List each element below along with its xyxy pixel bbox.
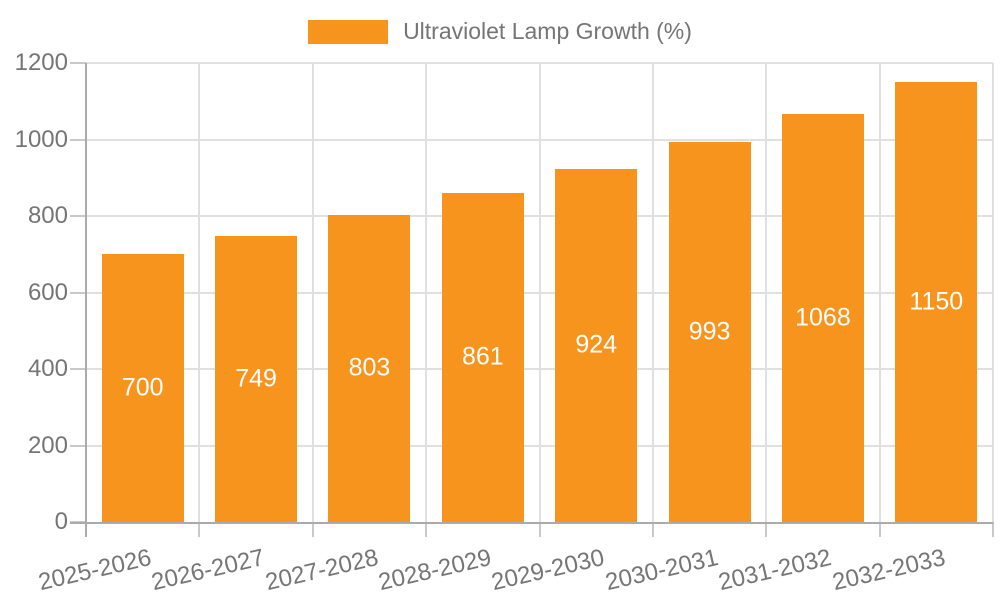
bar[interactable]: 993: [668, 142, 751, 522]
x-axis-label: 2027-2028: [262, 544, 381, 597]
x-gridline: [538, 63, 541, 522]
bar-value-label: 749: [235, 364, 277, 393]
x-axis-tick: [651, 522, 654, 537]
x-gridline: [651, 63, 654, 522]
x-axis-label: 2032-2033: [829, 544, 948, 597]
x-axis-label: 2025-2026: [35, 544, 154, 597]
plot-area: 0 200 400 600 800 1000 1200 700 749 803 861 924 993 1…: [15, 49, 994, 596]
y-axis-label: 400: [27, 355, 68, 382]
bar[interactable]: 749: [215, 235, 298, 522]
x-gridline: [311, 63, 314, 522]
y-axis-tick: [70, 62, 86, 64]
x-axis-tick: [878, 522, 881, 537]
bar-value-label: 924: [575, 330, 618, 359]
x-axis-label: 2030-2031: [602, 544, 721, 597]
y-axis-tick: [70, 444, 86, 447]
legend-label: Ultraviolet Lamp Growth (%): [403, 18, 692, 44]
x-gridline: [992, 63, 994, 522]
x-axis-line: [70, 522, 993, 524]
y-axis-label: 800: [27, 202, 68, 229]
x-axis-tick: [425, 522, 428, 537]
y-axis-tick: [70, 368, 86, 370]
y-axis-label: 0: [54, 508, 68, 535]
legend[interactable]: Ultraviolet Lamp Growth (%): [0, 18, 1000, 45]
x-axis-label: 2031-2032: [716, 544, 835, 597]
y-axis-tick: [70, 138, 86, 141]
y-axis-label: 1200: [14, 49, 68, 76]
bar[interactable]: 1150: [895, 82, 978, 522]
x-gridline: [425, 63, 428, 522]
y-axis-tick: [70, 215, 86, 217]
y-axis-label: 200: [27, 431, 68, 459]
x-gridline: [765, 63, 768, 522]
bar[interactable]: 924: [555, 168, 638, 522]
bar[interactable]: 700: [101, 254, 184, 522]
x-axis-label: 2029-2030: [489, 544, 608, 597]
x-axis-tick: [992, 522, 994, 537]
x-gridline: [878, 63, 881, 522]
x-axis-tick: [538, 522, 541, 537]
x-axis-label: 2026-2027: [149, 544, 268, 597]
bar[interactable]: 1068: [781, 113, 864, 522]
x-gridline: [198, 63, 201, 522]
y-axis-line: [85, 63, 87, 537]
y-axis-label: 600: [27, 278, 68, 306]
bar[interactable]: 861: [441, 192, 524, 522]
x-axis-tick: [311, 522, 314, 537]
x-axis-tick: [198, 522, 201, 537]
x-axis-tick: [765, 522, 768, 537]
bar-value-label: 700: [121, 373, 164, 402]
y-axis-label: 1000: [14, 125, 68, 153]
y-axis-tick: [70, 291, 86, 294]
bar[interactable]: 803: [328, 214, 411, 522]
legend-swatch: [308, 19, 389, 44]
bar-value-label: 861: [461, 342, 504, 371]
bar-value-label: 803: [348, 353, 391, 382]
x-axis-label: 2028-2029: [375, 544, 494, 597]
bar-value-label: 1068: [795, 303, 851, 332]
bar-value-label: 1150: [909, 287, 964, 316]
bar-value-label: 993: [688, 317, 731, 346]
